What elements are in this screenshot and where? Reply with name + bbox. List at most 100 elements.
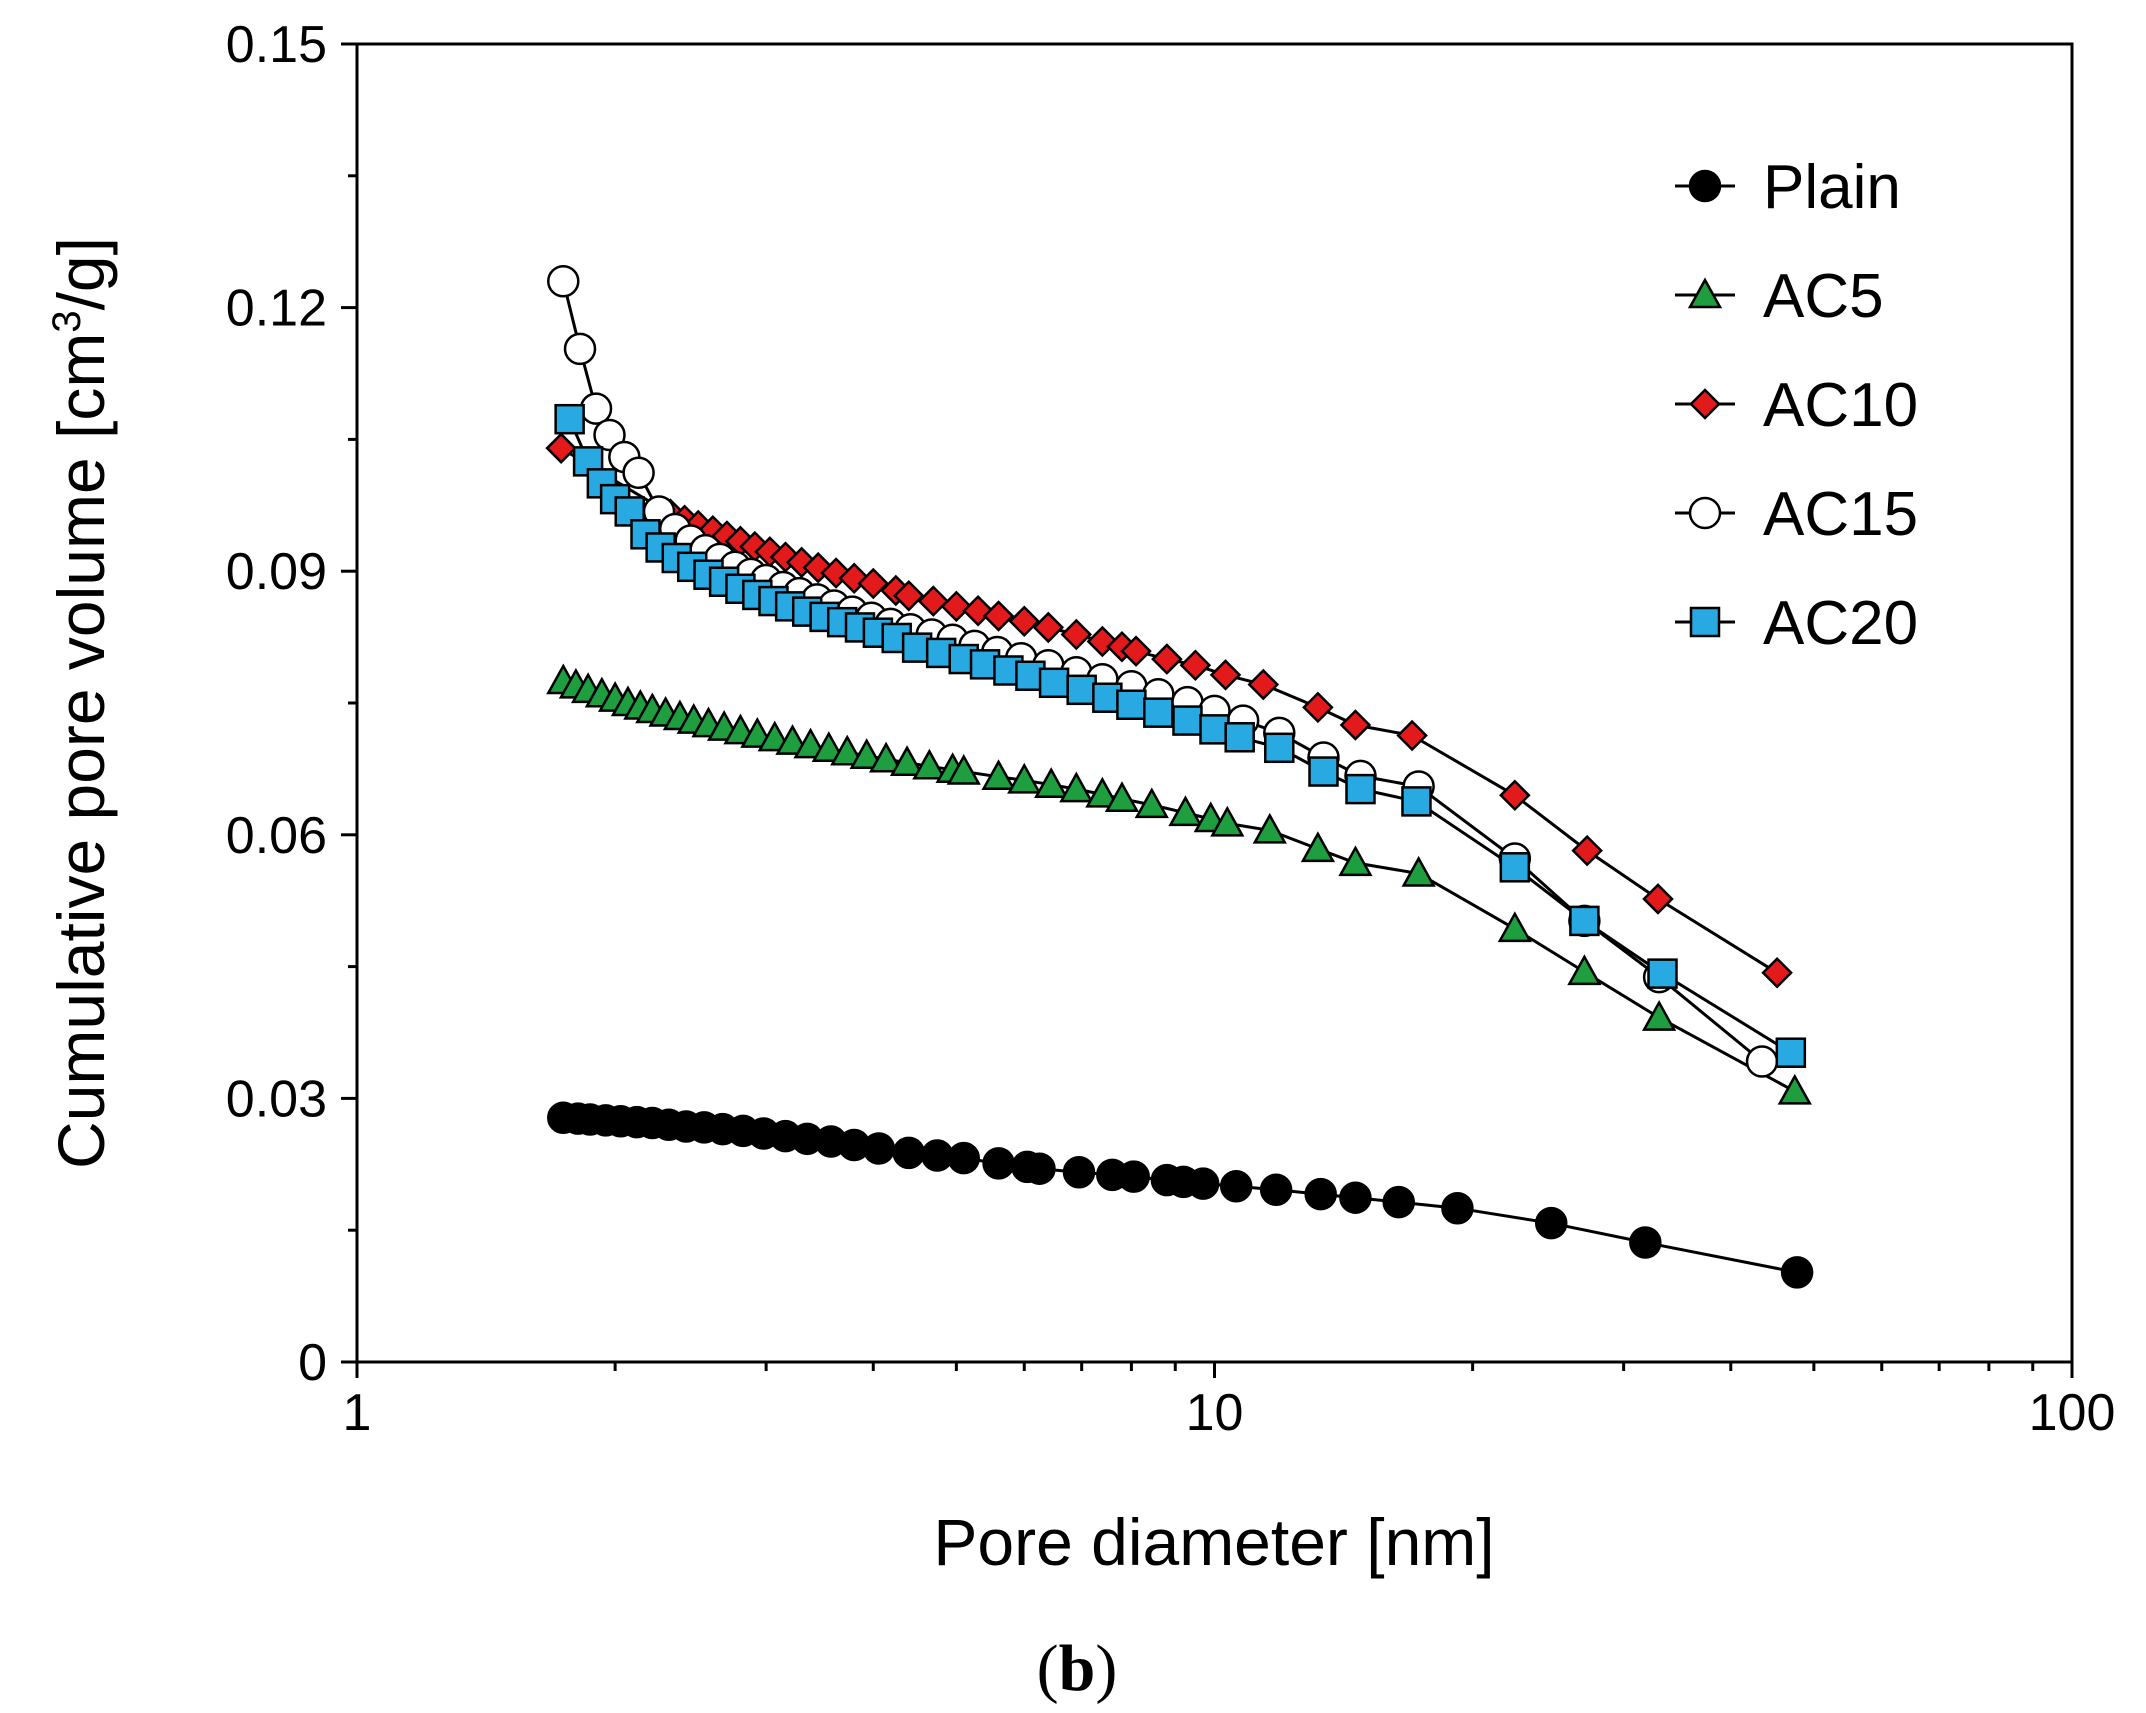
- data-point-plain: [1780, 1256, 1814, 1289]
- y-tick-label: 0.06: [226, 807, 327, 865]
- y-tick-label: 0.12: [226, 280, 327, 338]
- legend-label-ac5: AC5: [1763, 262, 1884, 331]
- legend-marker-ac20: [1689, 606, 1721, 638]
- data-point-plain: [1186, 1167, 1220, 1200]
- y-axis-title-main: Cumulative pore volume [cm: [44, 333, 118, 1169]
- data-point-ac20: [1116, 689, 1147, 721]
- data-point-ac20: [1066, 674, 1097, 706]
- y-tick-label: 0.03: [226, 1070, 327, 1128]
- data-point-ac20: [1224, 722, 1255, 753]
- data-point-ac5: [1300, 831, 1336, 863]
- data-point-ac5: [1210, 805, 1245, 837]
- legend-marker-plain: [1688, 169, 1722, 203]
- data-point-ac15: [563, 332, 597, 366]
- data-point-ac5: [868, 741, 904, 773]
- data-point-ac5: [793, 727, 828, 759]
- data-point-ac10: [1008, 605, 1041, 638]
- data-point-ac10: [940, 590, 973, 623]
- data-point-plain: [982, 1147, 1015, 1180]
- data-point-ac5: [1007, 762, 1042, 794]
- legend-label-ac20: AC20: [1763, 589, 1918, 658]
- data-point-plain: [862, 1132, 896, 1165]
- data-point-ac10: [1302, 691, 1334, 724]
- legend: Plain AC5 AC10 AC15 AC20: [1675, 153, 1918, 658]
- data-point-ac5: [1497, 911, 1532, 943]
- legend-label-plain: Plain: [1763, 153, 1901, 222]
- data-point-ac20: [1308, 756, 1339, 787]
- data-point-plain: [1441, 1191, 1474, 1225]
- caption-close-paren: ): [1095, 1632, 1117, 1705]
- data-point-ac5: [912, 748, 947, 780]
- data-point-ac20: [1775, 1037, 1807, 1068]
- x-tick-label: 10: [1186, 1384, 1244, 1442]
- data-point-ac10: [1761, 956, 1793, 989]
- data-point-ac15: [1745, 1045, 1779, 1078]
- data-point-ac10: [917, 585, 950, 617]
- data-point-ac10: [1120, 635, 1152, 667]
- data-point-ac5: [1134, 787, 1169, 819]
- x-tick-label: 100: [2029, 1384, 2116, 1442]
- data-point-ac5: [1104, 781, 1140, 813]
- data-point-ac5: [1777, 1073, 1812, 1105]
- data-point-plain: [1629, 1226, 1662, 1259]
- y-tick-label: 0.15: [226, 16, 327, 74]
- data-point-ac20: [1401, 786, 1432, 817]
- data-point-ac5: [811, 731, 846, 762]
- data-point-ac5: [1168, 795, 1203, 827]
- data-point-ac10: [892, 580, 925, 612]
- tick-labels: 0 0.03 0.06 0.09 0.12 0.15 1 10 100: [226, 16, 2116, 1442]
- data-point-ac5: [1059, 771, 1094, 803]
- data-point-ac5: [830, 734, 865, 766]
- data-point-ac10: [1247, 668, 1280, 701]
- data-point-ac20: [1264, 732, 1295, 764]
- figure-caption: (b): [1037, 1632, 1118, 1705]
- data-point-plain: [1382, 1185, 1415, 1219]
- data-point-ac20: [572, 446, 604, 477]
- data-point-ac10: [1032, 611, 1065, 644]
- data-point-plain: [1219, 1170, 1253, 1203]
- data-point-plain: [1304, 1177, 1337, 1211]
- data-point-ac5: [1034, 767, 1069, 798]
- data-point-plain: [1023, 1152, 1056, 1185]
- y-tick-label: 0.09: [226, 543, 327, 601]
- data-point-ac20: [1172, 705, 1203, 736]
- data-point-ac15: [622, 456, 655, 490]
- data-point-ac10: [1571, 834, 1603, 867]
- data-point-ac10: [1151, 643, 1183, 675]
- legend-label-ac15: AC15: [1763, 480, 1918, 549]
- y-axis-title-tail: /g]: [44, 237, 118, 310]
- data-point-ac10: [1499, 779, 1531, 812]
- data-point-ac5: [1085, 776, 1120, 808]
- y-axis-title-superscript: 3: [45, 310, 89, 332]
- axis-ticks: [341, 42, 2074, 1378]
- data-point-plain: [892, 1136, 926, 1170]
- data-point-plain: [1339, 1181, 1372, 1214]
- series-ac10: [545, 432, 1793, 989]
- data-point-ac5: [1338, 845, 1373, 877]
- legend-entry-ac20: AC20: [1675, 589, 1918, 658]
- caption-letter: b: [1059, 1632, 1096, 1705]
- data-point-ac5: [1567, 954, 1602, 986]
- legend-entry-plain: Plain: [1675, 153, 1901, 222]
- data-point-ac10: [1396, 719, 1428, 752]
- x-axis-title: Pore diameter [nm]: [933, 1505, 1494, 1579]
- data-point-ac20: [1038, 667, 1070, 699]
- data-point-ac5: [889, 745, 925, 776]
- data-point-ac10: [1179, 649, 1212, 681]
- data-point-ac5: [849, 738, 884, 769]
- data-point-plain: [1062, 1155, 1096, 1189]
- data-point-ac20: [1199, 714, 1230, 745]
- data-point-ac20: [554, 403, 585, 435]
- data-point-ac20: [1345, 773, 1376, 805]
- data-point-ac10: [1339, 709, 1372, 741]
- x-tick-label: 1: [343, 1384, 372, 1442]
- data-point-ac5: [946, 753, 981, 785]
- data-point-ac10: [1642, 883, 1674, 915]
- data-point-ac20: [1499, 852, 1531, 883]
- series-layer: [545, 264, 1814, 1289]
- data-point-ac5: [1401, 855, 1436, 887]
- data-point-plain: [1259, 1173, 1293, 1207]
- data-point-ac10: [982, 600, 1015, 632]
- data-point-ac5: [1252, 812, 1287, 844]
